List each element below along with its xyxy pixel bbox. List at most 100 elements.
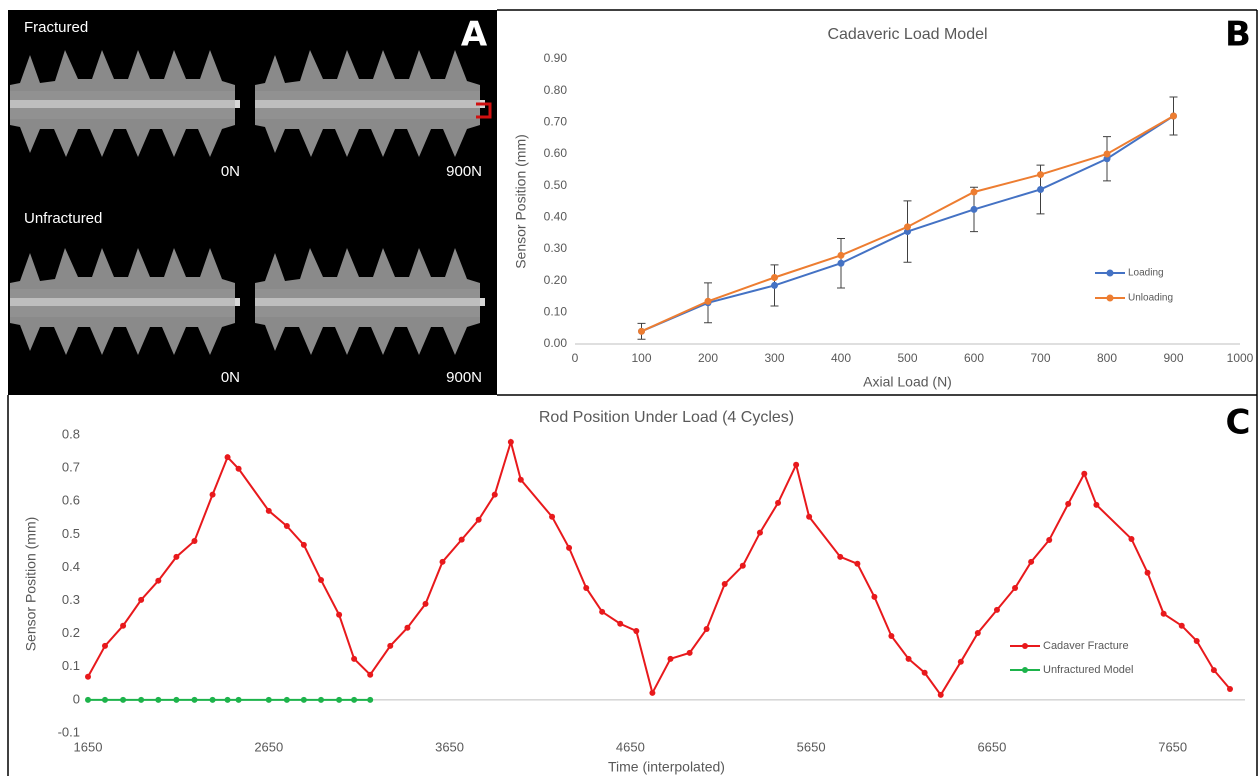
x-tick-label: 0: [572, 351, 579, 365]
x-tick-label: 6650: [977, 739, 1006, 754]
legend-marker: [1106, 269, 1114, 277]
point: [507, 438, 514, 445]
point: [970, 205, 978, 213]
point: [993, 606, 1000, 613]
point: [1093, 501, 1100, 508]
point: [957, 658, 964, 665]
point: [549, 513, 556, 520]
row-label: Fractured: [24, 19, 88, 36]
point: [224, 696, 231, 703]
point: [806, 513, 813, 520]
point: [599, 608, 606, 615]
x-tick-label: 900: [1163, 351, 1183, 365]
point: [367, 671, 374, 678]
y-tick-label: 0.20: [544, 273, 568, 287]
point: [739, 562, 746, 569]
point: [974, 630, 981, 637]
y-tick-label: 0.80: [544, 83, 568, 97]
point: [837, 259, 845, 267]
panel-label: A: [461, 15, 488, 55]
point: [439, 558, 446, 565]
point: [209, 696, 216, 703]
x-tick-label: 200: [698, 351, 718, 365]
point: [155, 696, 162, 703]
point: [283, 523, 290, 530]
point: [173, 553, 180, 560]
point: [1065, 500, 1072, 507]
point: [937, 691, 944, 698]
series-line: [87, 438, 1231, 697]
point: [138, 596, 145, 603]
y-tick-label: 0.4: [62, 559, 80, 574]
legend-label: Loading: [1128, 268, 1164, 279]
point: [209, 491, 216, 498]
point: [1160, 610, 1167, 617]
point: [191, 696, 198, 703]
point: [617, 620, 624, 627]
point: [351, 655, 358, 662]
panel-border: [7, 9, 1258, 776]
gap-marker: [476, 102, 492, 119]
y-tick-label: 0.5: [62, 526, 80, 541]
legend-label: Cadaver Fracture: [1043, 640, 1129, 652]
point: [85, 673, 91, 680]
point: [283, 696, 290, 703]
legend-marker: [1022, 667, 1028, 673]
load-label: 0N: [221, 163, 240, 180]
point: [85, 696, 91, 703]
point: [633, 628, 640, 635]
point: [120, 622, 127, 629]
point: [336, 696, 343, 703]
load-label: 900N: [446, 163, 482, 180]
point: [837, 553, 844, 560]
row-label: Unfractured: [24, 210, 102, 227]
x-tick-label: 2650: [254, 739, 283, 754]
y-tick-label: 0.30: [544, 241, 568, 255]
y-tick-label: 0.6: [62, 493, 80, 508]
point: [1081, 470, 1088, 477]
point: [155, 577, 162, 584]
x-tick-label: 1000: [1227, 351, 1254, 365]
point: [1103, 150, 1111, 158]
y-tick-label: 0.8: [62, 426, 80, 441]
point: [265, 507, 272, 514]
chart-title: Rod Position Under Load (4 Cycles): [539, 409, 794, 426]
point: [300, 696, 307, 703]
point: [138, 696, 145, 703]
legend-marker: [1106, 294, 1114, 302]
point: [1012, 584, 1019, 591]
y-tick-label: 0.60: [544, 146, 568, 160]
point: [318, 577, 325, 584]
point: [970, 188, 978, 196]
point: [649, 689, 656, 696]
legend-label: Unfractured Model: [1043, 664, 1134, 676]
load-label: 900N: [446, 369, 482, 386]
x-tick-label: 800: [1097, 351, 1117, 365]
point: [771, 274, 778, 281]
panel-label: C: [1226, 403, 1251, 443]
point: [120, 696, 127, 703]
x-tick-label: 400: [831, 351, 851, 365]
point: [351, 696, 358, 703]
point: [1178, 622, 1185, 629]
point: [422, 600, 429, 607]
y-tick-label: -0.1: [58, 724, 80, 739]
point: [517, 476, 524, 483]
x-tick-label: 300: [764, 351, 784, 365]
point: [265, 696, 272, 703]
point: [235, 696, 242, 703]
point: [704, 297, 712, 305]
point: [1226, 685, 1233, 692]
point: [1144, 569, 1151, 576]
x-axis-label: Axial Load (N): [863, 374, 952, 390]
point: [1210, 667, 1217, 674]
point: [721, 581, 728, 587]
point: [458, 536, 465, 543]
point: [775, 499, 782, 506]
y-tick-label: 0.50: [544, 178, 568, 192]
y-tick-label: 0.40: [544, 210, 568, 224]
point: [566, 544, 573, 551]
point: [101, 696, 108, 703]
point: [756, 529, 763, 536]
point: [638, 327, 645, 335]
